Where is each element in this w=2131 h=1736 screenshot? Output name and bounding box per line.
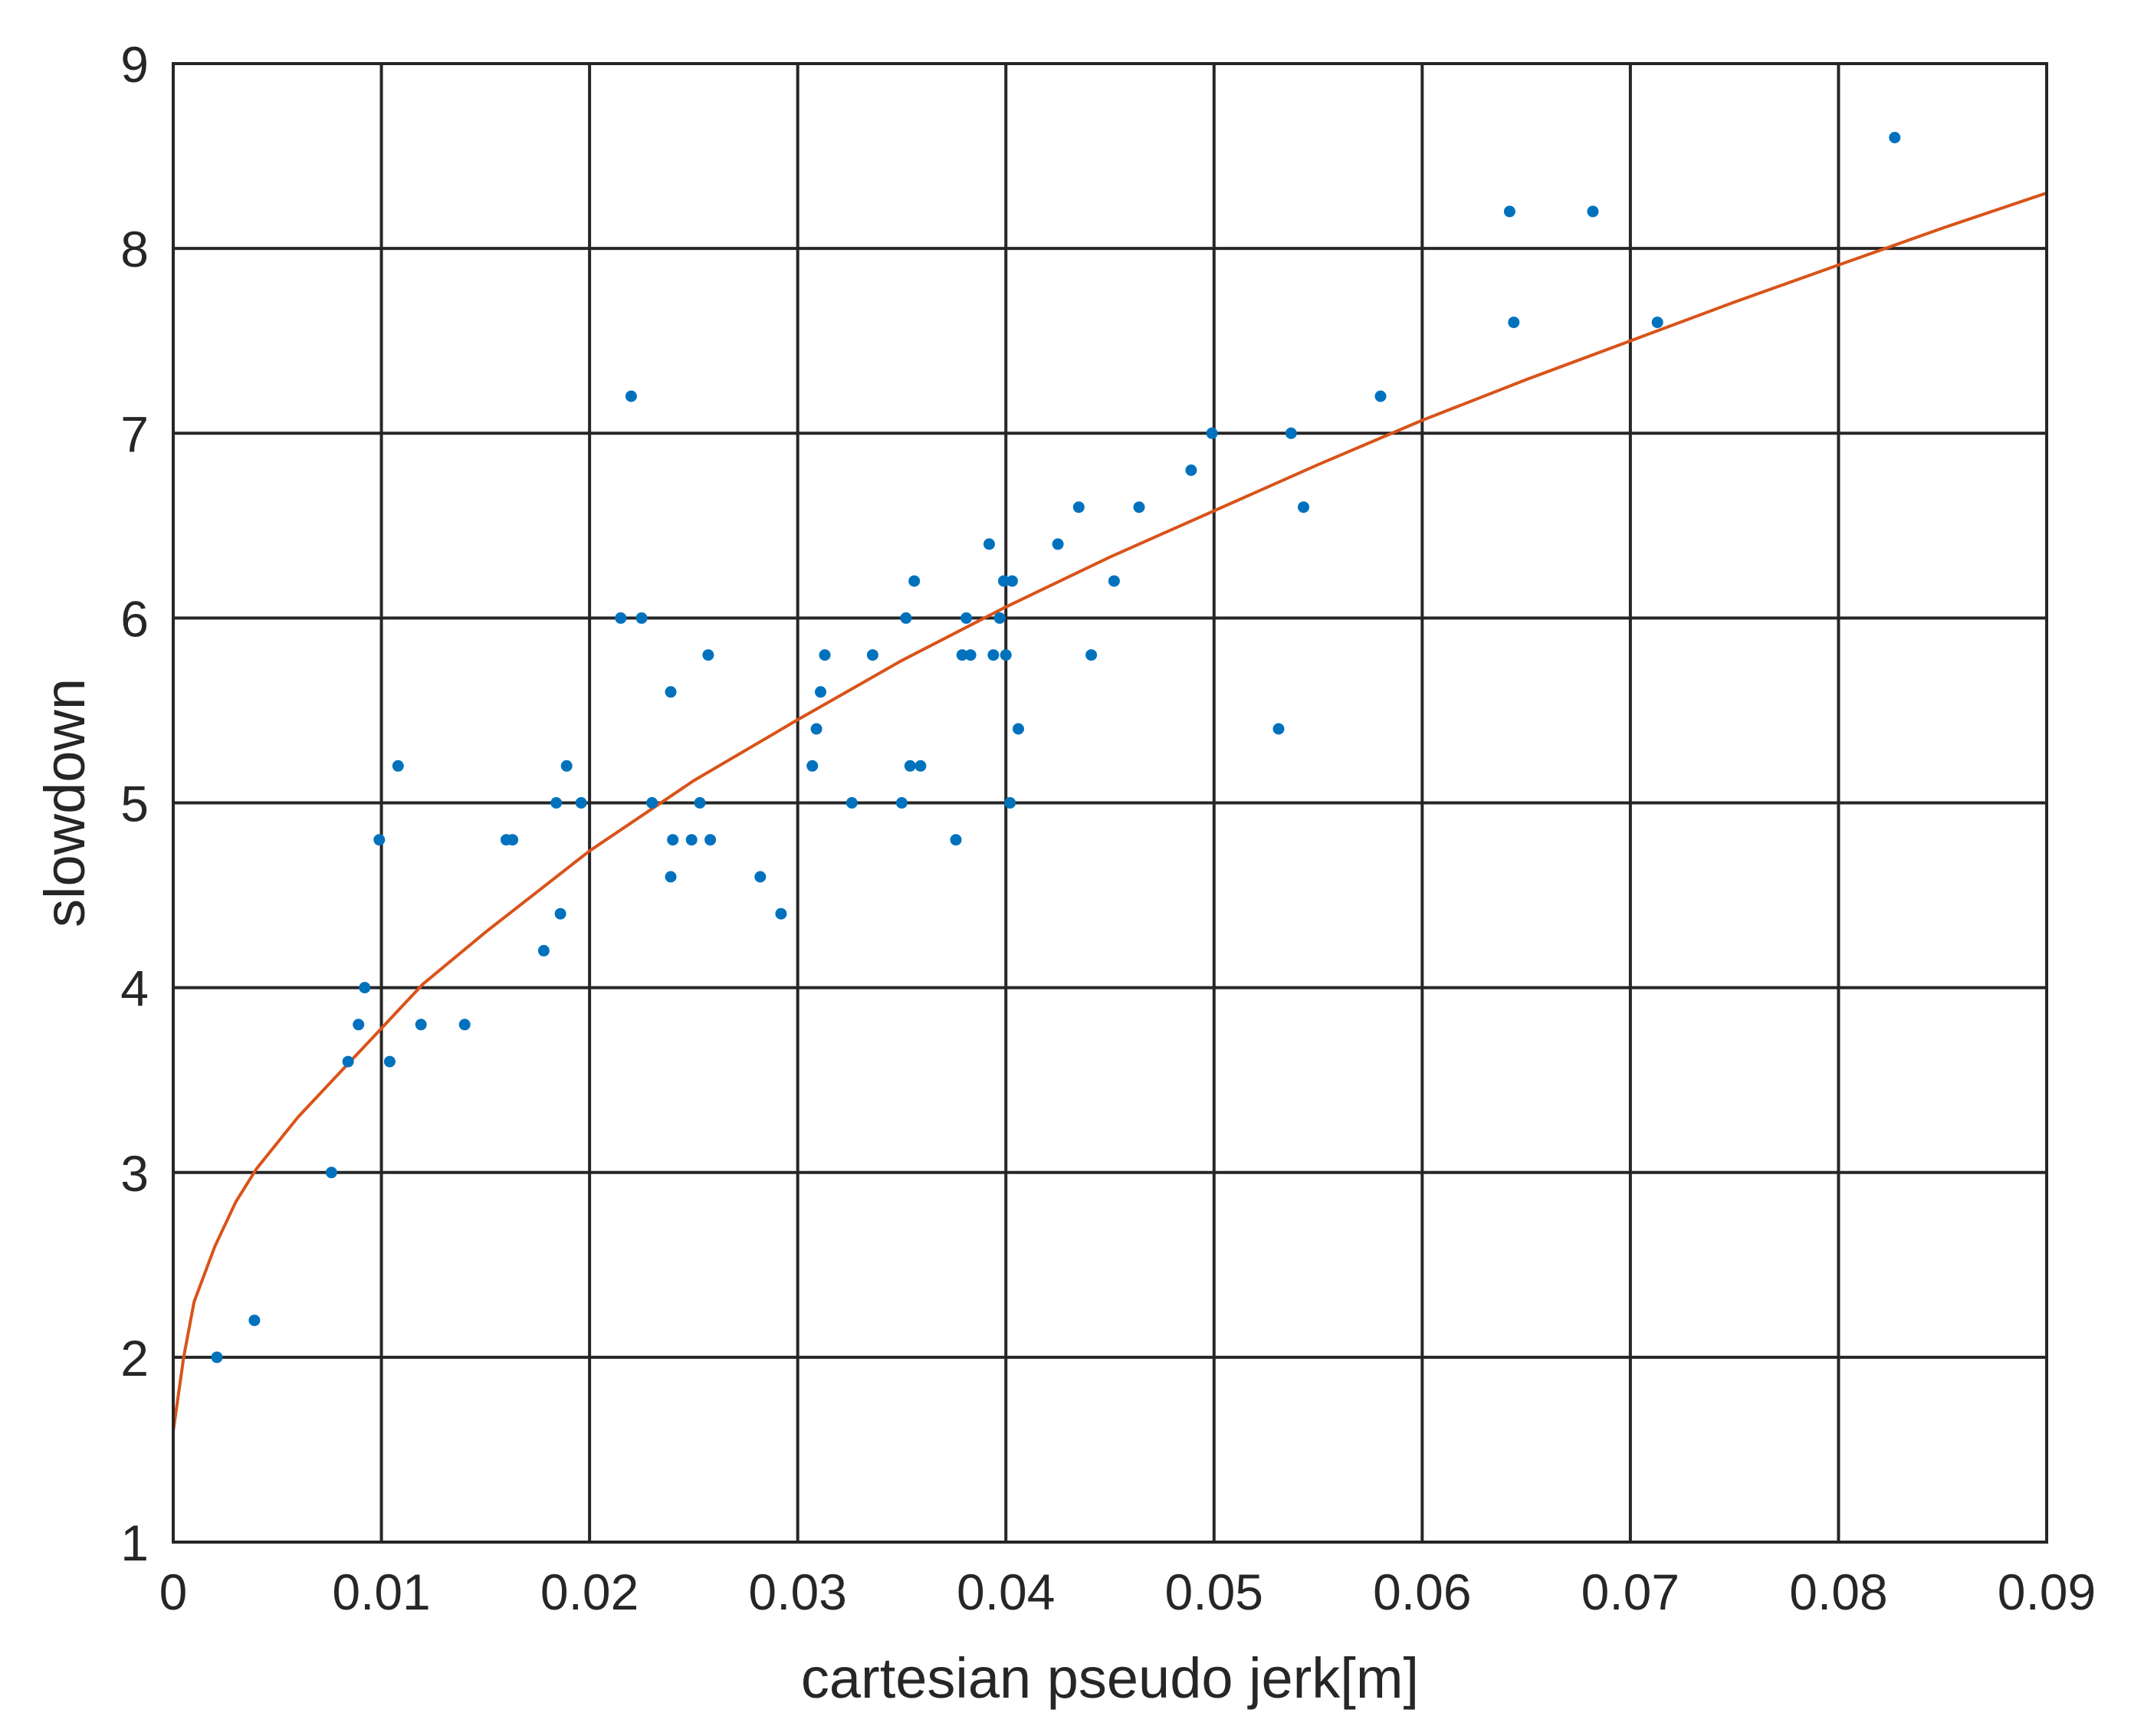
data-point — [775, 907, 787, 920]
data-point — [983, 538, 995, 550]
x-tick-label: 0.01 — [332, 1564, 430, 1620]
data-point — [1085, 649, 1098, 661]
data-point — [359, 982, 371, 994]
data-point — [806, 760, 819, 772]
y-tick-label: 1 — [120, 1514, 149, 1571]
y-tick-label: 8 — [120, 221, 149, 277]
data-point — [550, 797, 563, 809]
y-axis-label: slowdown — [33, 678, 97, 927]
data-point — [325, 1167, 337, 1179]
data-point — [554, 907, 566, 920]
data-point — [507, 834, 519, 846]
y-axis-ticks: 1 2 3 4 5 6 7 8 9 — [120, 36, 149, 1571]
data-point — [819, 649, 831, 661]
data-point — [353, 1019, 365, 1031]
data-point — [1004, 797, 1016, 809]
data-point — [560, 760, 573, 772]
data-point — [998, 575, 1010, 587]
data-point — [1133, 501, 1145, 514]
x-tick-label: 0 — [159, 1564, 188, 1620]
data-point — [211, 1351, 223, 1364]
data-point — [815, 686, 826, 698]
data-point — [956, 649, 968, 661]
data-point — [987, 649, 1000, 661]
data-point — [754, 871, 767, 883]
data-point — [667, 834, 679, 846]
data-point — [993, 612, 1006, 624]
data-point — [373, 834, 386, 846]
fit-curve — [172, 191, 2047, 1432]
data-point — [575, 797, 587, 809]
data-point — [908, 575, 921, 587]
data-point — [866, 649, 878, 661]
data-point — [950, 834, 962, 846]
data-point — [1503, 205, 1515, 218]
data-point — [635, 612, 648, 624]
data-point — [665, 686, 677, 698]
data-point — [810, 723, 823, 735]
data-point — [392, 760, 404, 772]
data-point — [458, 1019, 471, 1031]
data-point — [1006, 575, 1018, 587]
data-point — [960, 612, 973, 624]
x-tick-label: 0.04 — [957, 1564, 1055, 1620]
data-point — [625, 390, 637, 402]
y-tick-label: 2 — [120, 1330, 149, 1387]
x-tick-label: 0.05 — [1165, 1564, 1263, 1620]
grid — [172, 62, 2048, 1544]
data-point — [1374, 390, 1387, 402]
data-point — [685, 834, 698, 846]
data-point — [694, 797, 706, 809]
data-point — [615, 612, 627, 624]
y-tick-label: 3 — [120, 1145, 149, 1202]
x-axis-label: cartesian pseudo jerk[m] — [801, 1646, 1419, 1710]
data-point — [846, 797, 858, 809]
data-point — [704, 834, 717, 846]
data-point — [1000, 649, 1012, 661]
y-tick-label: 6 — [120, 590, 149, 647]
data-point — [665, 871, 677, 883]
x-tick-label: 0.09 — [1998, 1564, 2096, 1620]
data-point — [1185, 464, 1197, 476]
data-point — [1508, 317, 1520, 329]
y-tick-label: 4 — [120, 960, 149, 1017]
data-point — [537, 944, 550, 957]
x-tick-label: 0.02 — [540, 1564, 639, 1620]
data-point — [900, 612, 912, 624]
data-point — [1206, 427, 1218, 439]
x-tick-label: 0.06 — [1373, 1564, 1471, 1620]
data-point — [1651, 317, 1663, 329]
y-tick-label: 7 — [120, 405, 149, 462]
data-point — [1587, 205, 1599, 218]
data-point — [1108, 575, 1120, 587]
x-tick-label: 0.03 — [748, 1564, 846, 1620]
data-point — [702, 649, 714, 661]
data-point — [1889, 132, 1901, 143]
data-point — [383, 1055, 396, 1068]
data-point — [964, 649, 977, 661]
y-tick-label: 5 — [120, 776, 149, 832]
data-point — [646, 797, 658, 809]
axes-box — [172, 62, 2048, 1544]
data-point — [1298, 501, 1309, 514]
y-tick-label: 9 — [120, 36, 149, 93]
data-point — [1052, 538, 1064, 550]
data-point — [1072, 501, 1085, 514]
data-points-layer — [211, 132, 1901, 1364]
fit-curve-layer — [172, 191, 2047, 1432]
data-point — [248, 1314, 261, 1327]
x-tick-label: 0.08 — [1789, 1564, 1887, 1620]
data-point — [1013, 723, 1024, 735]
data-point — [1272, 723, 1285, 735]
data-point — [1285, 427, 1297, 439]
data-point — [895, 797, 908, 809]
data-point — [914, 760, 927, 772]
data-point — [904, 760, 916, 772]
x-axis-ticks: 0 0.01 0.02 0.03 0.04 0.05 0.06 0.07 0.08 0.09 — [159, 1564, 2097, 1620]
x-tick-label: 0.07 — [1581, 1564, 1680, 1620]
data-point — [342, 1055, 354, 1068]
data-point — [415, 1019, 427, 1031]
